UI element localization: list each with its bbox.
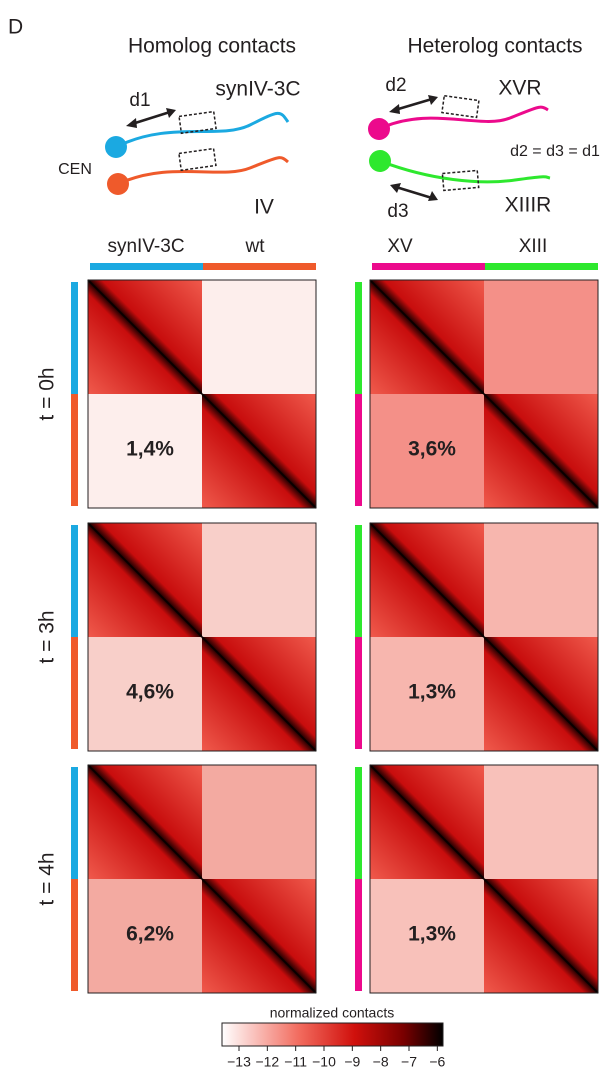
panel-label: D: [8, 16, 23, 39]
chromosome-label: XIIIR: [505, 194, 552, 217]
chromosome-bar: [71, 525, 78, 637]
tick-label: −10: [312, 1054, 336, 1070]
diagonal: [87, 764, 317, 994]
tick-label: −12: [255, 1054, 279, 1070]
heatmaps: t = 0h 1,4% 3,6% t = 3h 4,6% 1,3% t = 4h 6,2% 1,…: [36, 279, 599, 994]
equation: d2 = d3 = d1: [510, 143, 600, 160]
row-label: t = 3h: [36, 610, 59, 663]
chromosome-label: IV: [254, 196, 274, 219]
chromosome-label: XIII: [519, 236, 548, 257]
chromosome-bar: [71, 879, 78, 991]
tick-label: −9: [344, 1054, 360, 1070]
percent-label: 4,6%: [126, 681, 174, 704]
diagonal: [369, 764, 599, 994]
chromosome-bar: [71, 394, 78, 506]
column-title: Heterolog contacts: [407, 35, 582, 58]
row-label: t = 0h: [36, 367, 59, 420]
chromosome-label: synIV-3C: [107, 236, 184, 257]
colorbar-title: normalized contacts: [270, 1005, 395, 1021]
diagonal: [369, 522, 599, 752]
distance-label: d2: [385, 75, 406, 96]
map-frame: [87, 764, 317, 994]
tick-label: −6: [429, 1054, 445, 1070]
colorbar-ticks: −13 −12 −11 −10 −9 −8 −7 −6: [227, 1046, 446, 1070]
chromosome-bar: [372, 263, 485, 270]
chromosome-bar: [90, 263, 203, 270]
chromosome-bar: [355, 879, 362, 991]
distance-label: d3: [387, 201, 408, 222]
map-frame: [87, 279, 317, 509]
chromosome-bar: [355, 767, 362, 879]
tick-label: −13: [227, 1054, 251, 1070]
chromosome-bar: [71, 767, 78, 879]
colorbar: [221, 1022, 444, 1047]
chromosome-bar: [71, 282, 78, 394]
diagonal: [369, 279, 599, 509]
distance-label: d1: [129, 90, 150, 111]
diagonal: [87, 522, 317, 752]
tick-label: −11: [284, 1054, 307, 1070]
percent-label: 1,3%: [408, 681, 456, 704]
map-frame: [369, 279, 599, 509]
centromere-label: CEN: [58, 161, 92, 178]
chromosome-bar: [71, 637, 78, 749]
chromosome-bar: [355, 394, 362, 506]
chromosome-bar: [485, 263, 598, 270]
heterolog-schematic: d2 XVR d2 = d3 = d1 d3 XIIIR: [368, 75, 600, 222]
chromosome-label: XV: [387, 236, 413, 257]
chromosome-bar: [355, 525, 362, 637]
map-frame: [87, 522, 317, 752]
column-title: Homolog contacts: [128, 35, 296, 58]
row-label: t = 4h: [36, 852, 59, 905]
tick-label: −8: [373, 1054, 389, 1070]
chromosome-label: synIV-3C: [215, 78, 300, 101]
chromosome-bar: [203, 263, 316, 270]
diagonal: [87, 279, 317, 509]
tick-label: −7: [401, 1054, 417, 1070]
chromosome-label: wt: [245, 236, 266, 257]
homolog-schematic: d1 synIV-3C CEN IV: [58, 78, 300, 219]
percent-label: 3,6%: [408, 438, 456, 461]
percent-label: 6,2%: [126, 923, 174, 946]
chromosome-label: XVR: [498, 77, 541, 100]
chromosome-bar: [355, 637, 362, 749]
map-frame: [369, 522, 599, 752]
percent-label: 1,3%: [408, 923, 456, 946]
map-frame: [369, 764, 599, 994]
percent-label: 1,4%: [126, 438, 174, 461]
chromosome-bar: [355, 282, 362, 394]
